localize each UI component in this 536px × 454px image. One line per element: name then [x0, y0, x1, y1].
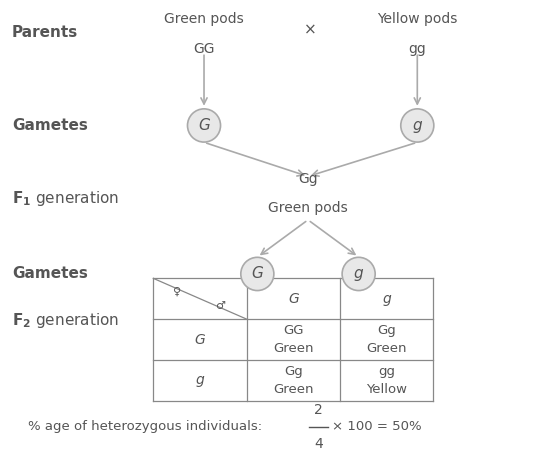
Text: 2: 2: [314, 403, 323, 417]
Text: g: g: [354, 266, 363, 281]
Text: $\mathbf{F_2}$ generation: $\mathbf{F_2}$ generation: [12, 311, 119, 330]
Text: Yellow pods: Yellow pods: [377, 12, 458, 26]
Text: G: G: [251, 266, 263, 281]
Text: g: g: [413, 118, 422, 133]
Text: Green pods: Green pods: [268, 201, 348, 215]
Text: % age of heterozygous individuals:: % age of heterozygous individuals:: [28, 420, 271, 433]
Text: GG: GG: [193, 42, 215, 56]
Text: ×: ×: [304, 23, 317, 38]
Text: 4: 4: [314, 437, 323, 451]
Text: Gametes: Gametes: [12, 118, 88, 133]
Text: $\mathbf{F_1}$ generation: $\mathbf{F_1}$ generation: [12, 189, 119, 208]
Text: ♂: ♂: [215, 301, 226, 311]
Text: Green pods: Green pods: [164, 12, 244, 26]
Text: gg: gg: [408, 42, 426, 56]
Text: Gg
Green: Gg Green: [367, 324, 407, 355]
Text: G: G: [288, 292, 299, 306]
Text: Parents: Parents: [12, 25, 78, 40]
Text: g: g: [382, 292, 391, 306]
Text: × 100 = 50%: × 100 = 50%: [332, 420, 422, 433]
Text: GG
Green: GG Green: [273, 324, 314, 355]
Ellipse shape: [188, 109, 220, 142]
Text: g: g: [196, 373, 204, 387]
Text: Gg: Gg: [298, 172, 318, 186]
Ellipse shape: [401, 109, 434, 142]
Text: ♀: ♀: [173, 286, 181, 296]
Text: G: G: [198, 118, 210, 133]
Ellipse shape: [241, 257, 274, 291]
Text: Gametes: Gametes: [12, 266, 88, 281]
Text: Gg
Green: Gg Green: [273, 365, 314, 396]
Text: G: G: [195, 332, 205, 346]
Ellipse shape: [342, 257, 375, 291]
Text: gg
Yellow: gg Yellow: [366, 365, 407, 396]
